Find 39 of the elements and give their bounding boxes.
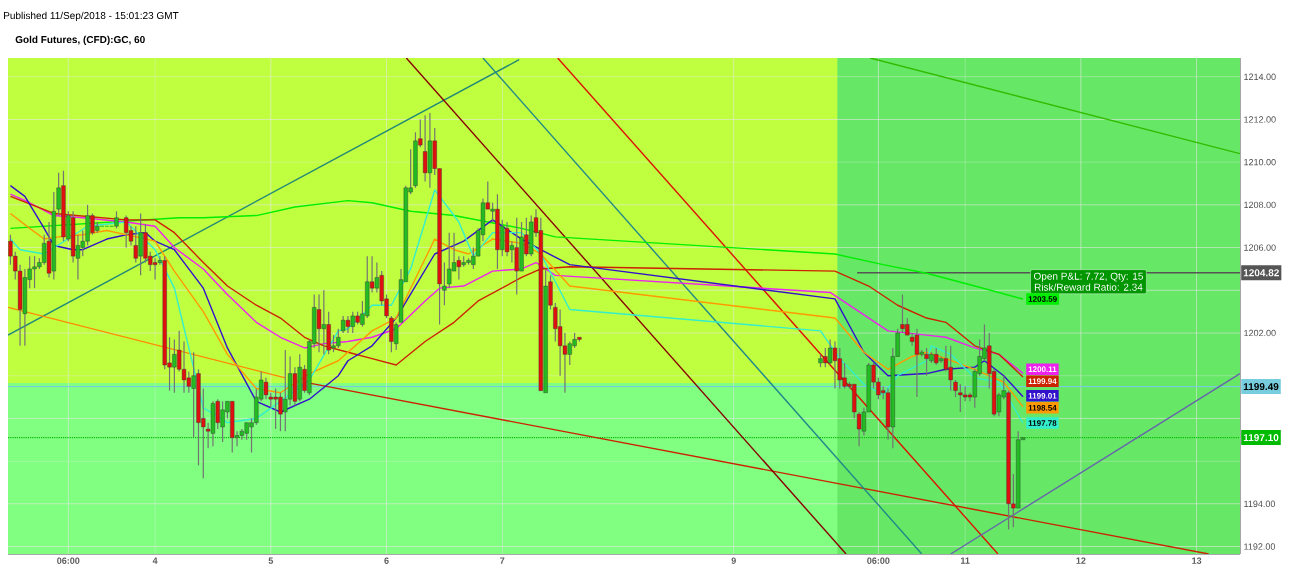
- y-tick-label: 1208.00: [1244, 201, 1276, 209]
- y-tick-label: 1214.00: [1244, 73, 1276, 80]
- data-label: 1199.01: [1028, 393, 1057, 399]
- y-tick-label: 1202.00: [1244, 329, 1276, 337]
- x-tick-label: 4: [152, 557, 158, 564]
- data-label: 1204.82: [1243, 269, 1279, 277]
- data-label: 1198.54: [1028, 405, 1057, 411]
- y-tick-label: 1192.00: [1244, 543, 1276, 550]
- x-tick-label: 06:00: [867, 557, 890, 564]
- x-tick-label: 11: [960, 557, 970, 564]
- annotation: Risk/Reward Ratio: 2.34: [1034, 283, 1143, 291]
- candlestick: [914, 328, 920, 398]
- x-tick-label: 06:00: [57, 557, 80, 564]
- data-label: 1197.78: [1028, 420, 1057, 426]
- data-label: 1203.59: [1028, 296, 1057, 302]
- ref-line-label: 1197.10: [1243, 434, 1279, 442]
- candlestick: [345, 315, 351, 334]
- annotation: Open P&L: 7.72, Qty: 15: [1034, 272, 1143, 282]
- x-tick-label: 12: [1076, 557, 1086, 564]
- x-tick-label: 6: [384, 557, 389, 564]
- candlestick: [832, 340, 838, 390]
- data-label: 1199.94: [1028, 378, 1057, 384]
- candlestick: [152, 257, 158, 281]
- chart-subtitle: Published 11/Sep/2018 - 15:01:23 GMT: [4, 11, 179, 22]
- y-tick-label: 1194.00: [1244, 500, 1276, 507]
- y-tick-label: 1212.00: [1244, 116, 1276, 123]
- y-tick-label: 1210.00: [1244, 158, 1276, 166]
- line-series: [9, 199, 1024, 300]
- x-tick-label: 9: [731, 557, 736, 564]
- x-tick-label: 5: [268, 557, 274, 564]
- candlestick: [316, 293, 322, 353]
- data-label: 1200.11: [1028, 366, 1057, 372]
- candlestick: [958, 383, 963, 413]
- y-tick-label: 1206.00: [1244, 244, 1276, 251]
- ref-line-label: 1199.49: [1243, 383, 1279, 391]
- x-tick-label: 13: [1192, 557, 1202, 564]
- x-tick-label: 7: [500, 557, 505, 564]
- chart-title: Gold Futures, (CFD):GC, 60: [15, 35, 145, 46]
- candlestick: [442, 261, 447, 306]
